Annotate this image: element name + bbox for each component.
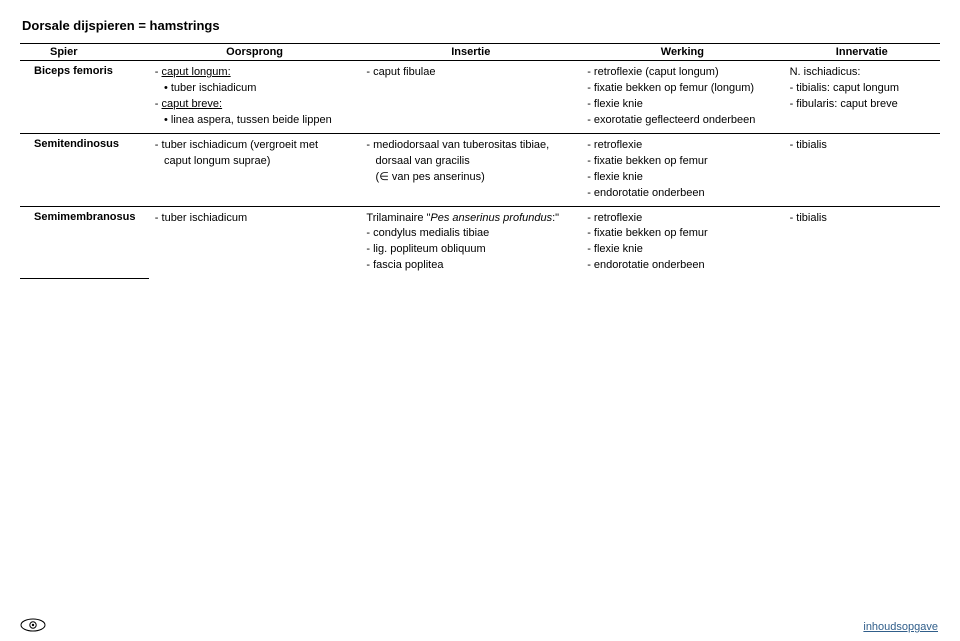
cell-werking: - retroflexie- fixatie bekken op femur- …	[581, 133, 783, 206]
col-oorsprong: Oorsprong	[149, 44, 361, 61]
cell-line: - exorotatie geflecteerd onderbeen	[587, 113, 777, 129]
cell-line: - fascia poplitea	[366, 258, 575, 274]
cell-insertie: - mediodorsaal van tuberositas tibiae, d…	[360, 133, 581, 206]
col-spier: Spier	[20, 44, 149, 61]
cell-spier: Biceps femoris	[20, 61, 149, 134]
cell-werking: - retroflexie- fixatie bekken op femur- …	[581, 206, 783, 278]
cell-line: - retroflexie	[587, 211, 777, 227]
cell-line: caput longum suprae)	[155, 154, 355, 170]
cell-innervatie: - tibialis	[784, 133, 940, 206]
cell-line: - caput fibulae	[366, 65, 575, 81]
cell-line: Trilaminaire "Pes anserinus profundus:"	[366, 211, 575, 227]
cell-line: - fibularis: caput breve	[790, 97, 934, 113]
cell-line: - endorotatie onderbeen	[587, 258, 777, 274]
col-werking: Werking	[581, 44, 783, 61]
cell-line: - fixatie bekken op femur	[587, 226, 777, 242]
cell-line: - caput breve:	[155, 97, 355, 113]
cell-spier: Semitendinosus	[20, 133, 149, 206]
cell-line: - lig. popliteum obliquum	[366, 242, 575, 258]
cell-line: N. ischiadicus:	[790, 65, 934, 81]
cell-line: - tibialis	[790, 138, 934, 154]
cell-line: - tuber ischiadicum	[155, 211, 355, 227]
cell-insertie: - caput fibulae	[360, 61, 581, 134]
cell-oorsprong: - tuber ischiadicum	[149, 206, 361, 278]
cell-line: - endorotatie onderbeen	[587, 186, 777, 202]
cell-line: - mediodorsaal van tuberositas tibiae,	[366, 138, 575, 154]
cell-spier: Semimembranosus	[20, 206, 149, 278]
cell-line: - fixatie bekken op femur (longum)	[587, 81, 777, 97]
cell-line: - tuber ischiadicum (vergroeit met	[155, 138, 355, 154]
table-header-row: Spier Oorsprong Insertie Werking Innerva…	[20, 44, 940, 61]
table-row: Semitendinosus- tuber ischiadicum (vergr…	[20, 133, 940, 206]
cell-line: (∈ van pes anserinus)	[366, 170, 575, 186]
cell-oorsprong: - caput longum: • tuber ischiadicum- cap…	[149, 61, 361, 134]
cell-innervatie: - tibialis	[784, 206, 940, 278]
cell-line: - flexie knie	[587, 170, 777, 186]
footer-link-inhoudsopgave[interactable]: inhoudsopgave	[863, 621, 938, 633]
cell-innervatie: N. ischiadicus:- tibialis: caput longum-…	[784, 61, 940, 134]
col-innervatie: Innervatie	[784, 44, 940, 61]
cell-insertie: Trilaminaire "Pes anserinus profundus:"-…	[360, 206, 581, 278]
table-row: Biceps femoris- caput longum: • tuber is…	[20, 61, 940, 134]
cell-line: • tuber ischiadicum	[155, 81, 355, 97]
muscle-table: Spier Oorsprong Insertie Werking Innerva…	[20, 43, 940, 279]
cell-line: - flexie knie	[587, 97, 777, 113]
page-title: Dorsale dijspieren = hamstrings	[22, 18, 940, 33]
cell-werking: - retroflexie (caput longum)- fixatie be…	[581, 61, 783, 134]
cell-line: - flexie knie	[587, 242, 777, 258]
cell-line: - fixatie bekken op femur	[587, 154, 777, 170]
cell-line: • linea aspera, tussen beide lippen	[155, 113, 355, 129]
cell-line: - retroflexie (caput longum)	[587, 65, 777, 81]
col-insertie: Insertie	[360, 44, 581, 61]
cell-line: - tibialis	[790, 211, 934, 227]
cell-line: - tibialis: caput longum	[790, 81, 934, 97]
cell-line: - retroflexie	[587, 138, 777, 154]
cell-line: - condylus medialis tibiae	[366, 226, 575, 242]
cell-oorsprong: - tuber ischiadicum (vergroeit met caput…	[149, 133, 361, 206]
cell-line: dorsaal van gracilis	[366, 154, 575, 170]
eye-icon	[20, 618, 46, 635]
cell-line: - caput longum:	[155, 65, 355, 81]
table-row: Semimembranosus - tuber ischiadicum Trilam…	[20, 206, 940, 278]
